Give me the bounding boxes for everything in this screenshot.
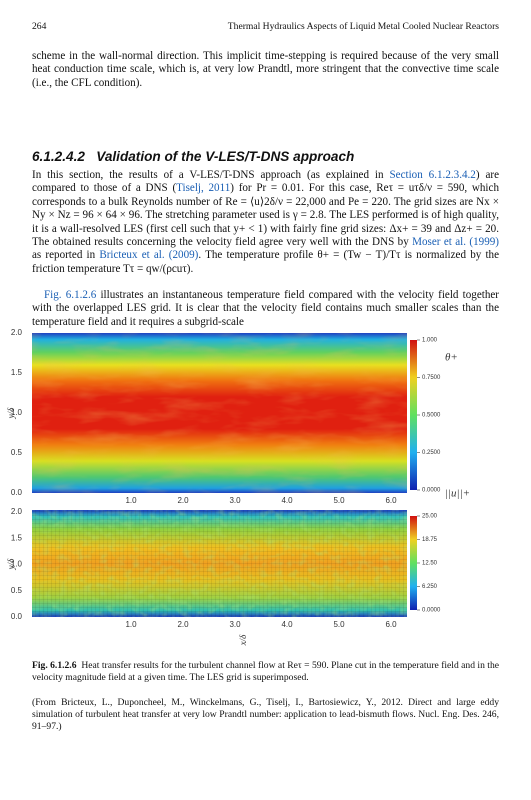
y-tick-label: 1.0 — [11, 408, 23, 417]
x-tick-label: 2.0 — [177, 620, 189, 629]
x-tick-label: 1.0 — [125, 620, 137, 629]
text-run: ) are compared to those of a DNS ( — [32, 169, 500, 195]
y-tick-label: 1.5 — [11, 368, 23, 377]
x-tick-label: 5.0 — [333, 496, 345, 505]
x-axis-label: x/δ — [238, 634, 248, 646]
temperature-texture — [32, 333, 407, 493]
y-tick-label: 1.5 — [11, 533, 23, 542]
colorbar — [410, 340, 417, 490]
x-tick-label: 2.0 — [177, 496, 189, 505]
x-tick-label: 4.0 — [281, 620, 293, 629]
y-axis-label: y/δ — [6, 407, 16, 419]
section-heading: 6.1.2.4.2 Validation of the V-LES/T-DNS … — [32, 149, 354, 164]
x-tick-label: 3.0 — [229, 496, 241, 505]
colorbar-tick-label: 25.00 — [422, 514, 438, 520]
paragraph: In this section, the results of a V-LES/… — [32, 169, 499, 276]
y-tick-label: 0.5 — [11, 586, 23, 595]
colorbar-tick-label: 6.250 — [422, 584, 438, 590]
y-tick-label: 0.0 — [11, 612, 23, 621]
x-tick-label: 6.0 — [385, 496, 397, 505]
colorbar-tick-label: 12.50 — [422, 561, 438, 567]
text-run: In this section, the results of a V-LES/… — [32, 169, 390, 181]
x-tick-label: 5.0 — [333, 620, 345, 629]
y-tick-label: 0.5 — [11, 448, 23, 457]
section-number: 6.1.2.4.2 — [32, 149, 85, 164]
y-axis-label: y/δ — [6, 558, 16, 570]
colorbar-tick-label: 18.75 — [422, 537, 438, 543]
colorbar — [410, 516, 417, 610]
colorbar-tick-label: 0.0000 — [422, 608, 441, 614]
text-run: . The temperature profile θ+ = (Tw − T)/… — [32, 249, 499, 275]
colorbar-tick-label: 0.5000 — [422, 413, 441, 419]
section-title: Validation of the V-LES/T-DNS approach — [96, 149, 355, 164]
text-run: scheme in the wall-normal direction. Thi… — [32, 50, 499, 89]
colorbar-tick-label: 1.000 — [422, 338, 438, 344]
text-run: illustrates an instantaneous temperature… — [32, 289, 499, 328]
colorbar-tick-label: 0.2500 — [422, 450, 441, 456]
colorbar-tick-label: 0.0000 — [422, 488, 441, 494]
paragraph: Fig. 6.1.2.6 illustrates an instantaneou… — [32, 289, 499, 329]
x-tick-label: 1.0 — [125, 496, 137, 505]
y-tick-label: 2.0 — [11, 507, 23, 516]
text-run: ) for Pr = 0.01. For this case, Reτ = uτ… — [32, 182, 499, 249]
reference-link[interactable]: Bricteux et al. (2009) — [99, 249, 199, 262]
running-title: Thermal Hydraulics Aspects of Liquid Met… — [227, 21, 499, 32]
caption: Fig. 6.1.2.6 Heat transfer results for t… — [32, 660, 499, 684]
reference-link[interactable]: Section 6.1.2.3.4.2 — [389, 169, 476, 181]
paragraph: scheme in the wall-normal direction. Thi… — [32, 50, 499, 90]
y-tick-label: 0.0 — [11, 488, 23, 497]
colorbar-title: ||u||+ — [445, 488, 470, 500]
colorbar-tick-label: 0.7500 — [422, 375, 441, 381]
y-tick-label: 1.0 — [11, 560, 23, 569]
x-tick-label: 4.0 — [281, 496, 293, 505]
reference-link[interactable]: Tiselj, 2011 — [176, 182, 231, 195]
caption-source: (From Bricteux, L., Duponcheel, M., Winc… — [32, 697, 499, 732]
les-grid — [32, 510, 407, 617]
page-number: 264 — [32, 21, 47, 32]
reference-link[interactable]: Moser et al. (1999) — [412, 236, 499, 249]
y-tick-label: 2.0 — [11, 328, 23, 337]
x-tick-label: 6.0 — [385, 620, 397, 629]
caption-label: Fig. 6.1.2.6 — [32, 660, 77, 671]
colorbar-title: θ+ — [445, 352, 458, 364]
text-run: as reported in — [32, 249, 100, 262]
x-tick-label: 3.0 — [229, 620, 241, 629]
reference-link[interactable]: Fig. 6.1.2.6 — [44, 289, 97, 301]
caption-text: Heat transfer results for the turbulent … — [32, 660, 500, 683]
